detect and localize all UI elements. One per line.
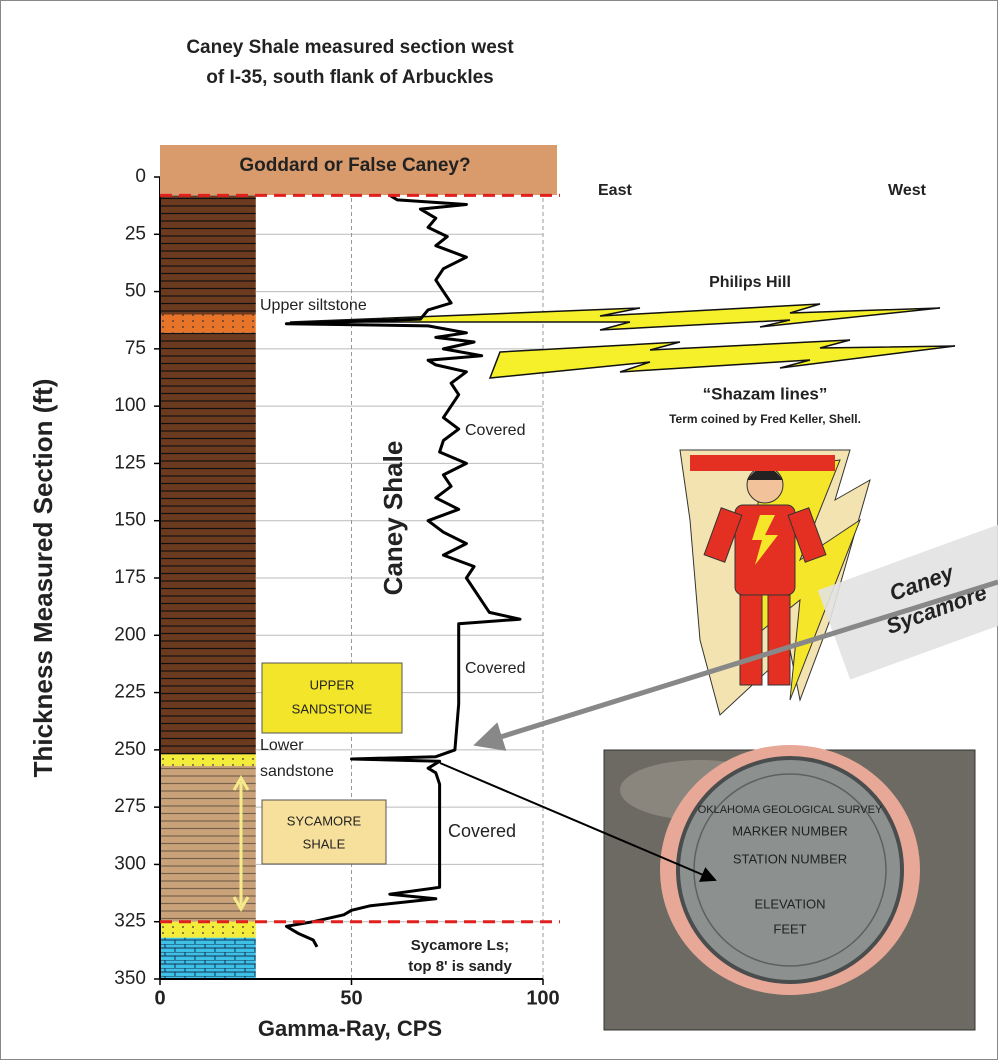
annotation: Philips Hill [709, 274, 791, 291]
y-tick-label: 0 [135, 166, 146, 187]
y-tick-label: 350 [114, 968, 146, 989]
photo-text: STATION NUMBER [733, 851, 847, 866]
photo-text: ELEVATION [754, 896, 825, 911]
annotation: Lower [260, 737, 304, 754]
y-tick-label: 225 [114, 682, 146, 703]
annotation: East [598, 182, 632, 199]
y-tick-label: 300 [114, 853, 146, 874]
layer-pattern [160, 195, 256, 315]
annotation: Caney Shale [378, 441, 408, 596]
box [261, 799, 387, 865]
y-tick-label: 325 [114, 911, 146, 932]
annotation: SHALE [303, 836, 346, 851]
chart-title: of I-35, south flank of Arbuckles [206, 67, 494, 88]
photo-text: OKLAHOMA GEOLOGICAL SURVEY [698, 804, 883, 816]
interval-arrow [232, 775, 250, 912]
y-tick-label: 250 [114, 739, 146, 760]
y-tick-label: 125 [114, 452, 146, 473]
grid: 0 25 50 75 100 125 150 175 200 225 250 275 300 325 350… [114, 166, 559, 1009]
curve-layer [160, 193, 560, 948]
layer-pattern [160, 921, 256, 938]
annotation: Term coined by Fred Keller, Shell. [669, 412, 861, 426]
annotation: top 8' is sandy [408, 958, 512, 975]
x-tick-label: 0 [154, 987, 165, 1009]
lightning [488, 339, 956, 379]
arrow [473, 579, 998, 751]
annotation: West [888, 182, 927, 199]
x-tick-label: 100 [526, 987, 559, 1009]
annotation: SYCAMORE [287, 813, 362, 828]
goddard-band [160, 145, 557, 195]
annotation: Covered [465, 660, 525, 677]
y-tick-label: 175 [114, 567, 146, 588]
arrow [439, 762, 717, 882]
annotation: Covered [465, 422, 525, 439]
annotation: Sycamore Ls; [411, 937, 509, 954]
x-axis-label: Gamma-Ray, CPS [258, 1016, 442, 1041]
y-tick-label: 100 [114, 395, 146, 416]
annotation: SANDSTONE [292, 701, 373, 716]
annotation: UPPER [310, 677, 355, 692]
y-tick-label: 75 [125, 338, 146, 359]
y-axis-label: Thickness Measured Section (ft) [28, 379, 58, 778]
photo: OKLAHOMA GEOLOGICAL SURVEY MARKER NUMBER… [603, 745, 976, 1031]
y-tick-label: 200 [114, 624, 146, 645]
layer-pattern [160, 754, 256, 766]
annotation: Upper siltstone [260, 297, 367, 314]
annotation: Covered [448, 821, 516, 841]
y-tick-label: 50 [125, 281, 146, 302]
y-tick-label: 25 [125, 223, 146, 244]
y-tick-label: 275 [114, 796, 146, 817]
comic-figure [679, 449, 871, 716]
photo-text: FEET [773, 921, 806, 936]
box [261, 662, 403, 734]
annotation: “Shazam lines” [703, 384, 828, 403]
layer-pattern [160, 937, 256, 979]
x-tick-label: 50 [340, 987, 362, 1009]
gamma-ray-curve [284, 194, 522, 948]
y-tick-label: 150 [114, 510, 146, 531]
annotation: Goddard or False Caney? [239, 155, 470, 176]
layer-pattern [160, 314, 256, 333]
annotation: sandstone [260, 763, 334, 780]
contact-band: Caney Sycamore [817, 521, 998, 680]
lightning [289, 303, 941, 331]
layer-pattern [160, 332, 256, 755]
chart-title: Caney Shale measured section west [186, 37, 514, 58]
photo-text: MARKER NUMBER [732, 823, 848, 838]
